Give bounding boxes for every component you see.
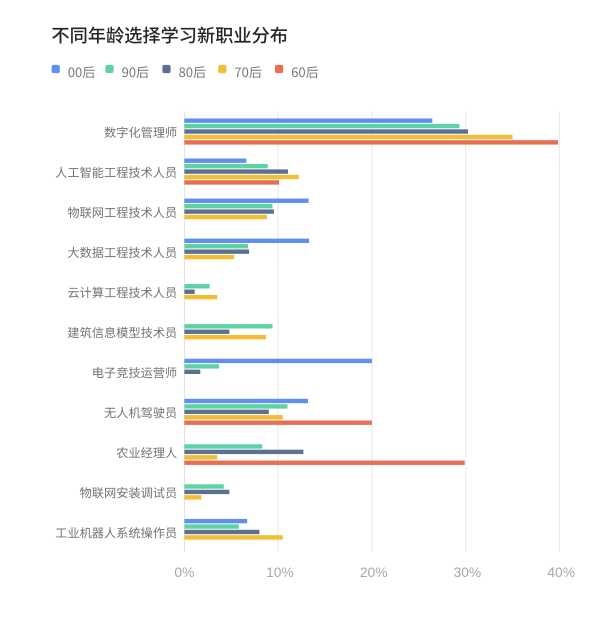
svg-text:0%: 0% [174,565,194,580]
svg-text:10%: 10% [266,565,294,580]
svg-text:30%: 30% [454,565,482,580]
svg-text:40%: 40% [547,565,575,580]
svg-text:20%: 20% [360,565,388,580]
